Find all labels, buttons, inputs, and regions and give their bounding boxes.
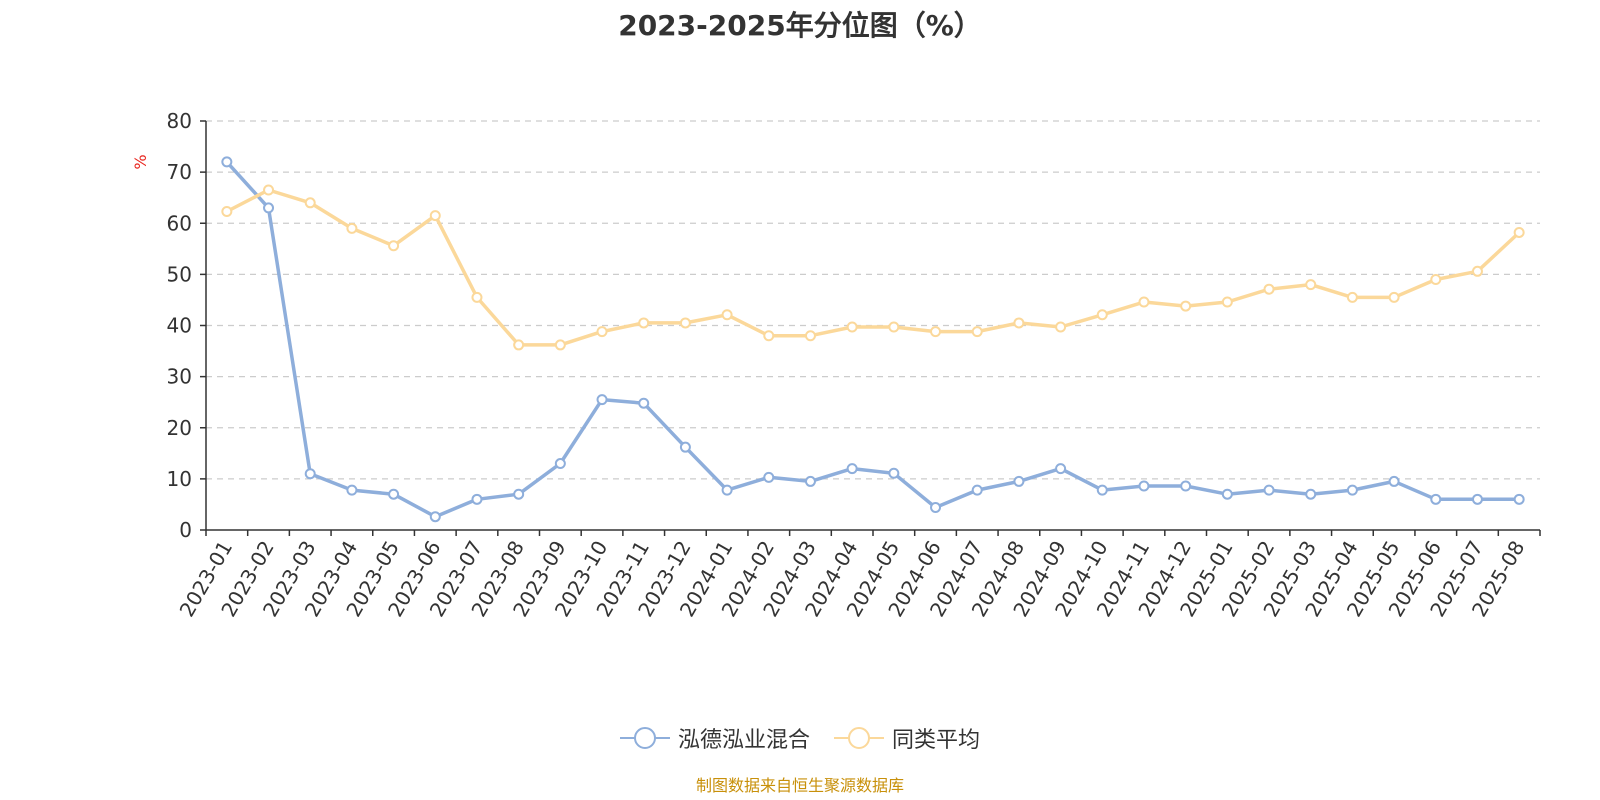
- data-point-series-2[interactable]: [1096, 309, 1108, 321]
- data-point-series-1[interactable]: [1346, 484, 1358, 496]
- data-point-series-2[interactable]: [1513, 226, 1525, 238]
- data-point-series-1[interactable]: [763, 471, 775, 483]
- y-tick-label: 50: [167, 262, 192, 286]
- data-point-series-2[interactable]: [1263, 283, 1275, 295]
- data-point-series-1[interactable]: [221, 156, 233, 168]
- y-tick-label: 20: [167, 416, 192, 440]
- data-point-series-2[interactable]: [1430, 273, 1442, 285]
- data-point-series-1[interactable]: [971, 484, 983, 496]
- legend-item-2[interactable]: 同类平均: [834, 722, 980, 754]
- data-point-series-2[interactable]: [429, 210, 441, 222]
- y-tick-label: 10: [167, 467, 192, 491]
- data-point-series-1[interactable]: [1013, 475, 1025, 487]
- y-tick-label: 60: [167, 211, 192, 235]
- data-point-series-1[interactable]: [679, 441, 691, 453]
- data-point-series-2[interactable]: [1471, 265, 1483, 277]
- data-point-series-1[interactable]: [804, 475, 816, 487]
- data-point-series-2[interactable]: [888, 321, 900, 333]
- data-point-series-2[interactable]: [846, 321, 858, 333]
- data-point-series-1[interactable]: [1263, 484, 1275, 496]
- data-point-series-1[interactable]: [596, 394, 608, 406]
- legend-label: 泓德泓业混合: [677, 728, 810, 753]
- series-layer: [221, 156, 1525, 523]
- data-point-series-2[interactable]: [638, 317, 650, 329]
- data-point-series-1[interactable]: [388, 488, 400, 500]
- data-point-series-2[interactable]: [346, 222, 358, 234]
- data-point-series-2[interactable]: [679, 317, 691, 329]
- data-point-series-2[interactable]: [1346, 291, 1358, 303]
- data-point-series-2[interactable]: [513, 339, 525, 351]
- data-point-series-2[interactable]: [721, 309, 733, 321]
- y-tick-label: 0: [179, 518, 192, 542]
- data-point-series-1[interactable]: [1513, 493, 1525, 505]
- legend: 泓德泓业混合 同类平均: [0, 722, 1600, 754]
- data-point-series-1[interactable]: [471, 493, 483, 505]
- data-point-series-1[interactable]: [304, 468, 316, 480]
- data-point-series-1[interactable]: [1471, 493, 1483, 505]
- data-point-series-2[interactable]: [930, 326, 942, 338]
- data-point-series-1[interactable]: [1180, 480, 1192, 492]
- data-point-series-1[interactable]: [346, 484, 358, 496]
- data-point-series-1[interactable]: [429, 511, 441, 523]
- legend-label: 同类平均: [892, 728, 981, 753]
- data-point-series-1[interactable]: [888, 467, 900, 479]
- data-point-series-2[interactable]: [554, 339, 566, 351]
- axes: 010203040506070802023-012023-022023-0320…: [167, 109, 1541, 621]
- data-point-series-2[interactable]: [221, 205, 233, 217]
- data-point-series-2[interactable]: [1180, 300, 1192, 312]
- legend-swatch-icon: [619, 727, 670, 749]
- data-point-series-2[interactable]: [1388, 291, 1400, 303]
- data-point-series-2[interactable]: [1138, 296, 1150, 308]
- data-point-series-1[interactable]: [554, 458, 566, 470]
- data-point-series-1[interactable]: [1221, 488, 1233, 500]
- data-point-series-2[interactable]: [804, 330, 816, 342]
- y-tick-label: 70: [167, 160, 192, 184]
- data-point-series-2[interactable]: [388, 240, 400, 252]
- series-line-2: [225, 188, 1521, 347]
- data-point-series-2[interactable]: [1305, 279, 1317, 291]
- data-point-series-1[interactable]: [1096, 484, 1108, 496]
- data-point-series-1[interactable]: [1055, 463, 1067, 475]
- data-point-series-1[interactable]: [930, 502, 942, 514]
- legend-item-1[interactable]: 泓德泓业混合: [619, 722, 810, 754]
- data-point-series-1[interactable]: [263, 202, 275, 214]
- data-point-series-1[interactable]: [513, 488, 525, 500]
- data-point-series-2[interactable]: [304, 197, 316, 209]
- data-point-series-1[interactable]: [721, 484, 733, 496]
- data-point-series-2[interactable]: [596, 326, 608, 338]
- data-point-series-1[interactable]: [1388, 475, 1400, 487]
- y-tick-label: 40: [167, 314, 192, 338]
- data-point-series-1[interactable]: [1138, 480, 1150, 492]
- data-point-series-1[interactable]: [1430, 493, 1442, 505]
- chart-title: 2023-2025年分位图（%）: [618, 9, 982, 42]
- data-point-series-1[interactable]: [638, 397, 650, 409]
- data-point-series-2[interactable]: [471, 291, 483, 303]
- data-point-series-2[interactable]: [1221, 296, 1233, 308]
- data-point-series-2[interactable]: [263, 184, 275, 196]
- legend-swatch-icon: [834, 727, 884, 749]
- data-point-series-2[interactable]: [1013, 317, 1025, 329]
- data-point-series-2[interactable]: [971, 326, 983, 338]
- y-tick-label: 30: [167, 365, 192, 389]
- y-tick-label: 80: [167, 109, 192, 133]
- data-point-series-2[interactable]: [763, 330, 775, 342]
- data-point-series-1[interactable]: [846, 463, 858, 475]
- data-point-series-2[interactable]: [1055, 321, 1067, 333]
- data-point-series-1[interactable]: [1305, 488, 1317, 500]
- grid-lines: [206, 120, 1540, 480]
- series-line-1: [225, 160, 1520, 519]
- source-note: 制图数据来自恒生聚源数据库: [695, 776, 904, 795]
- y-axis-unit-label: %: [131, 154, 150, 169]
